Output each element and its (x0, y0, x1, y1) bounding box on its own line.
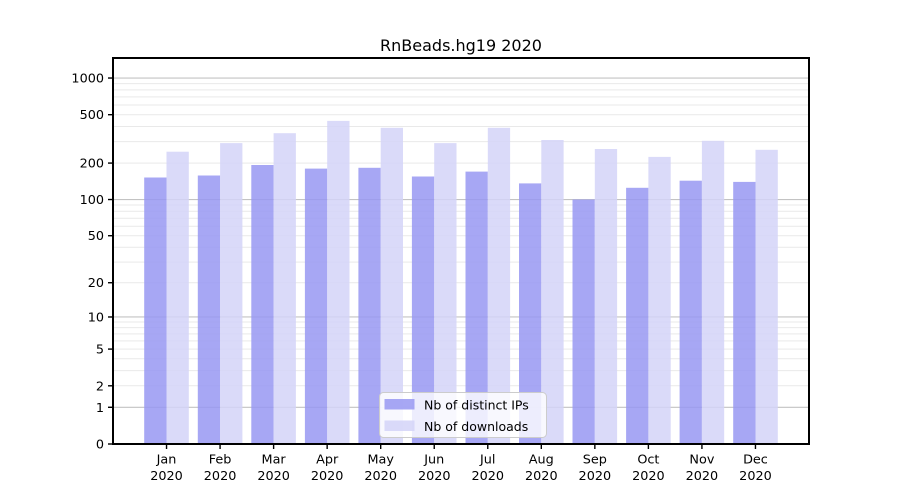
x-tick-month: Mar (262, 453, 287, 468)
x-tick-label-feb: Feb 2020 (204, 453, 237, 485)
y-tick-label-50: 50 (88, 229, 104, 244)
bar-nb-of-downloads-jun (434, 143, 457, 444)
bar-nb-of-downloads-sep (594, 149, 618, 444)
bar-nb-of-downloads-apr (327, 120, 350, 445)
series-nb-of-distinct-ips (144, 165, 756, 445)
x-tick-year: 2020 (632, 469, 665, 484)
x-tick-year: 2020 (418, 469, 451, 484)
y-tick-label-10: 10 (88, 310, 104, 325)
legend-label-nb-of-downloads: Nb of downloads (424, 419, 528, 434)
x-tick-year: 2020 (204, 469, 237, 484)
x-tick-year: 2020 (311, 469, 344, 484)
y-axis: 0 1 2 5 10 20 50 100 200 500 1000 (71, 72, 113, 453)
x-tick-label-jan: Jan 2020 (150, 453, 183, 485)
bar-nb-of-distinct-ips-oct (626, 187, 649, 445)
chart-title: RnBeads.hg19 2020 (380, 36, 542, 55)
y-tick-label-5: 5 (96, 343, 104, 358)
x-tick-year: 2020 (150, 469, 183, 484)
legend: Nb of distinct IPs Nb of downloads (379, 392, 547, 438)
x-tick-month: Feb (209, 453, 232, 468)
x-tick-label-oct: Oct 2020 (632, 453, 665, 485)
legend-swatch-nb-of-downloads (384, 420, 415, 431)
bar-nb-of-distinct-ips-mar (251, 165, 274, 444)
x-tick-month: Oct (637, 453, 659, 468)
x-tick-label-jun: Jun 2020 (418, 453, 451, 485)
bar-nb-of-downloads-nov (701, 140, 725, 445)
x-tick-month: Nov (689, 453, 714, 468)
series-nb-of-downloads (166, 120, 778, 445)
bar-nb-of-downloads-dec (755, 149, 778, 445)
x-tick-year: 2020 (739, 469, 772, 484)
x-tick-label-mar: Mar 2020 (257, 453, 290, 485)
y-tick-label-2: 2 (96, 379, 104, 394)
bar-nb-of-distinct-ips-jun (411, 176, 435, 444)
y-tick-label-200: 200 (80, 157, 104, 172)
y-tick-label-1: 1 (96, 401, 104, 416)
y-tick-label-100: 100 (80, 193, 104, 208)
bar-nb-of-downloads-jul (487, 127, 511, 445)
bar-nb-of-distinct-ips-may (358, 167, 381, 445)
bar-nb-of-distinct-ips-aug (519, 183, 542, 444)
bar-nb-of-distinct-ips-apr (304, 168, 328, 444)
x-tick-month: Sep (583, 453, 607, 468)
legend-swatch-nb-of-distinct-ips (384, 399, 415, 410)
bar-nb-of-distinct-ips-sep (572, 199, 595, 444)
bar-nb-of-downloads-feb (220, 143, 243, 444)
y-tick-label-1000: 1000 (71, 72, 104, 87)
bar-nb-of-distinct-ips-dec (733, 181, 756, 444)
x-tick-year: 2020 (579, 469, 612, 484)
x-tick-label-nov: Nov 2020 (686, 453, 719, 485)
x-tick-label-aug: Aug 2020 (525, 453, 558, 485)
y-tick-label-500: 500 (80, 108, 104, 123)
bar-nb-of-distinct-ips-feb (197, 175, 221, 444)
x-tick-month: May (367, 453, 394, 468)
x-tick-label-may: May 2020 (364, 453, 397, 485)
x-tick-year: 2020 (364, 469, 397, 484)
x-tick-year: 2020 (471, 469, 504, 484)
x-tick-label-jul: Jul 2020 (471, 453, 504, 485)
x-tick-month: Apr (316, 453, 339, 468)
y-tick-label-20: 20 (88, 276, 104, 291)
bar-nb-of-downloads-jan (166, 151, 189, 444)
bar-nb-of-distinct-ips-nov (679, 180, 702, 444)
y-tick-label-0: 0 (96, 438, 104, 453)
x-tick-year: 2020 (686, 469, 719, 484)
x-tick-month: Jul (479, 453, 495, 468)
bar-nb-of-distinct-ips-jul (465, 171, 488, 444)
bar-nb-of-downloads-may (380, 127, 403, 445)
x-tick-label-apr: Apr 2020 (311, 453, 344, 485)
x-tick-year: 2020 (525, 469, 558, 484)
x-tick-month: Jan (156, 453, 177, 468)
bar-nb-of-distinct-ips-jan (144, 177, 167, 444)
x-tick-month: Dec (743, 453, 768, 468)
x-tick-label-sep: Sep 2020 (579, 453, 612, 485)
x-tick-month: Aug (529, 453, 554, 468)
plot-border (112, 57, 810, 445)
bar-nb-of-downloads-mar (273, 133, 296, 444)
bar-nb-of-downloads-aug (541, 140, 564, 444)
x-tick-year: 2020 (257, 469, 290, 484)
x-tick-month: Jun (423, 453, 444, 468)
legend-box (379, 392, 547, 438)
x-tick-label-dec: Dec 2020 (739, 453, 772, 485)
legend-label-nb-of-distinct-ips: Nb of distinct IPs (424, 398, 529, 413)
bar-nb-of-downloads-oct (648, 156, 671, 444)
